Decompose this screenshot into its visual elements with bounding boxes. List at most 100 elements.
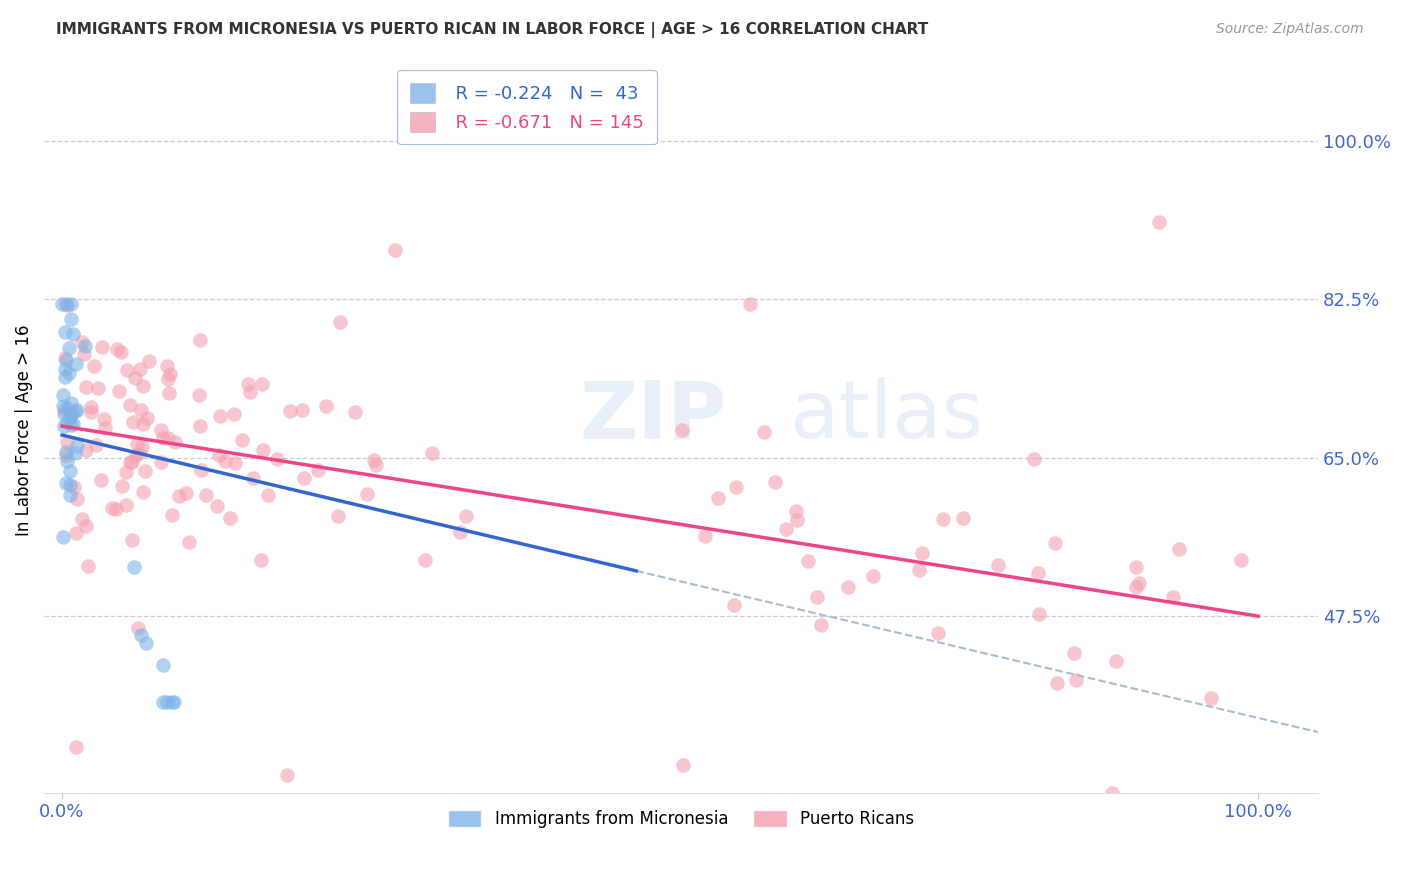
Point (165, 435, 187, 450)
Point (797, 554, 820, 568)
Point (60, 297, 83, 311)
Point (59, 409, 82, 424)
Point (1230, 553, 1253, 567)
Point (208, 448, 231, 462)
Point (707, 491, 730, 505)
Point (987, 558, 1010, 572)
Point (56, 401, 79, 416)
Point (80, 404, 103, 418)
Text: atlas: atlas (789, 377, 984, 455)
Point (65, 526, 87, 541)
Point (250, 553, 273, 567)
Point (238, 377, 260, 392)
Point (132, 484, 155, 499)
Point (177, 534, 200, 549)
Point (763, 475, 786, 489)
Point (291, 402, 314, 417)
Point (55, 445, 77, 459)
Point (1105, 654, 1128, 668)
Point (76, 559, 98, 574)
Point (101, 501, 124, 516)
Point (53, 403, 76, 417)
Point (110, 345, 132, 359)
Point (152, 657, 174, 672)
Point (55, 352, 77, 367)
Point (927, 625, 949, 640)
Point (107, 343, 129, 357)
Point (256, 488, 278, 502)
Point (671, 423, 693, 437)
Point (449, 524, 471, 539)
Point (214, 454, 236, 468)
Point (125, 436, 148, 450)
Point (219, 510, 242, 524)
Point (224, 407, 246, 421)
Point (231, 434, 253, 448)
Point (862, 569, 884, 583)
Point (75, 443, 97, 458)
Point (65, 403, 87, 417)
Point (908, 563, 931, 577)
Point (384, 243, 406, 257)
Text: Source: ZipAtlas.com: Source: ZipAtlas.com (1216, 22, 1364, 37)
Point (73, 339, 96, 353)
Point (53, 351, 76, 366)
Point (55, 448, 77, 462)
Point (55, 297, 77, 311)
Point (209, 409, 232, 423)
Point (59, 488, 82, 502)
Point (72, 512, 94, 526)
Point (1101, 786, 1123, 800)
Point (63, 404, 86, 418)
Point (454, 508, 477, 523)
Point (806, 590, 828, 604)
Point (190, 463, 212, 477)
Point (62, 417, 84, 431)
Point (66, 491, 89, 506)
Point (65, 740, 87, 755)
Point (65, 357, 87, 371)
Point (266, 452, 288, 467)
Point (80, 401, 103, 415)
Point (775, 522, 797, 536)
Point (363, 452, 385, 467)
Point (1125, 560, 1147, 574)
Point (53, 325, 76, 339)
Point (83, 359, 105, 374)
Point (129, 362, 152, 376)
Point (131, 378, 153, 392)
Point (292, 470, 315, 484)
Point (62, 327, 84, 342)
Point (75, 518, 97, 533)
Point (136, 410, 159, 425)
Point (150, 423, 173, 437)
Point (156, 372, 179, 386)
Point (60, 406, 83, 420)
Point (60, 396, 83, 410)
Point (163, 695, 186, 709)
Point (195, 488, 218, 502)
Point (188, 388, 211, 402)
Point (93, 412, 115, 426)
Point (53, 362, 76, 376)
Point (724, 480, 747, 494)
Point (121, 455, 143, 469)
Point (738, 297, 761, 311)
Point (157, 431, 180, 445)
Point (160, 508, 183, 522)
Point (152, 695, 174, 709)
Point (59, 477, 82, 491)
Point (118, 455, 141, 469)
Point (127, 621, 149, 635)
Point (52, 388, 75, 402)
Point (413, 553, 436, 567)
Legend: Immigrants from Micronesia, Puerto Ricans: Immigrants from Micronesia, Puerto Rican… (441, 804, 921, 835)
Point (134, 464, 156, 478)
Point (1045, 675, 1067, 690)
Point (58, 366, 80, 380)
Point (56, 435, 79, 450)
Point (129, 628, 152, 642)
Point (117, 363, 139, 377)
Point (131, 440, 153, 454)
Point (111, 479, 134, 493)
